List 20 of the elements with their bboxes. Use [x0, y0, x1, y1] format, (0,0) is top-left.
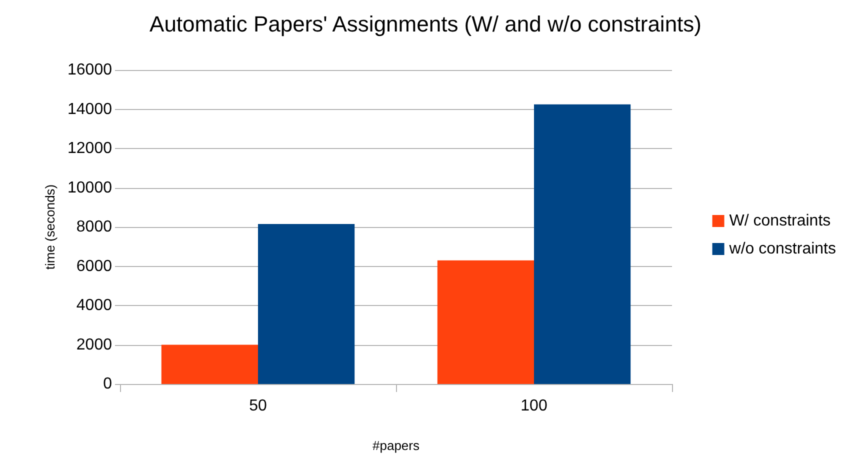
y-tick-label: 10000	[68, 179, 112, 196]
bar	[258, 224, 355, 384]
bar	[437, 260, 534, 384]
x-tick-label: 50	[249, 398, 267, 414]
legend-label: w/o constraints	[728, 240, 836, 258]
bar	[161, 344, 258, 384]
chart-title: Automatic Papers' Assignments (W/ and w/o constraints)	[150, 12, 702, 36]
y-tick-label: 12000	[68, 140, 112, 157]
y-tick-label: 2000	[76, 336, 112, 354]
y-tick-label: 0	[103, 376, 112, 392]
bar	[534, 104, 631, 384]
y-tick-label: 6000	[76, 258, 112, 275]
x-tick-label: 100	[520, 398, 548, 414]
legend-label: W/ constraints	[729, 212, 831, 230]
y-tick-label: 14000	[68, 100, 112, 118]
y-tick-label: 16000	[68, 62, 112, 78]
x-axis-title: #papers	[372, 438, 420, 453]
y-axis-title: time (seconds)	[42, 184, 58, 270]
y-tick-label: 4000	[76, 297, 112, 314]
y-tick-label: 8000	[76, 218, 112, 236]
